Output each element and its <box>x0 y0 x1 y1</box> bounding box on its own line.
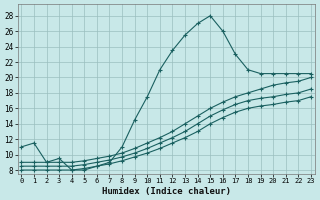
X-axis label: Humidex (Indice chaleur): Humidex (Indice chaleur) <box>102 187 231 196</box>
